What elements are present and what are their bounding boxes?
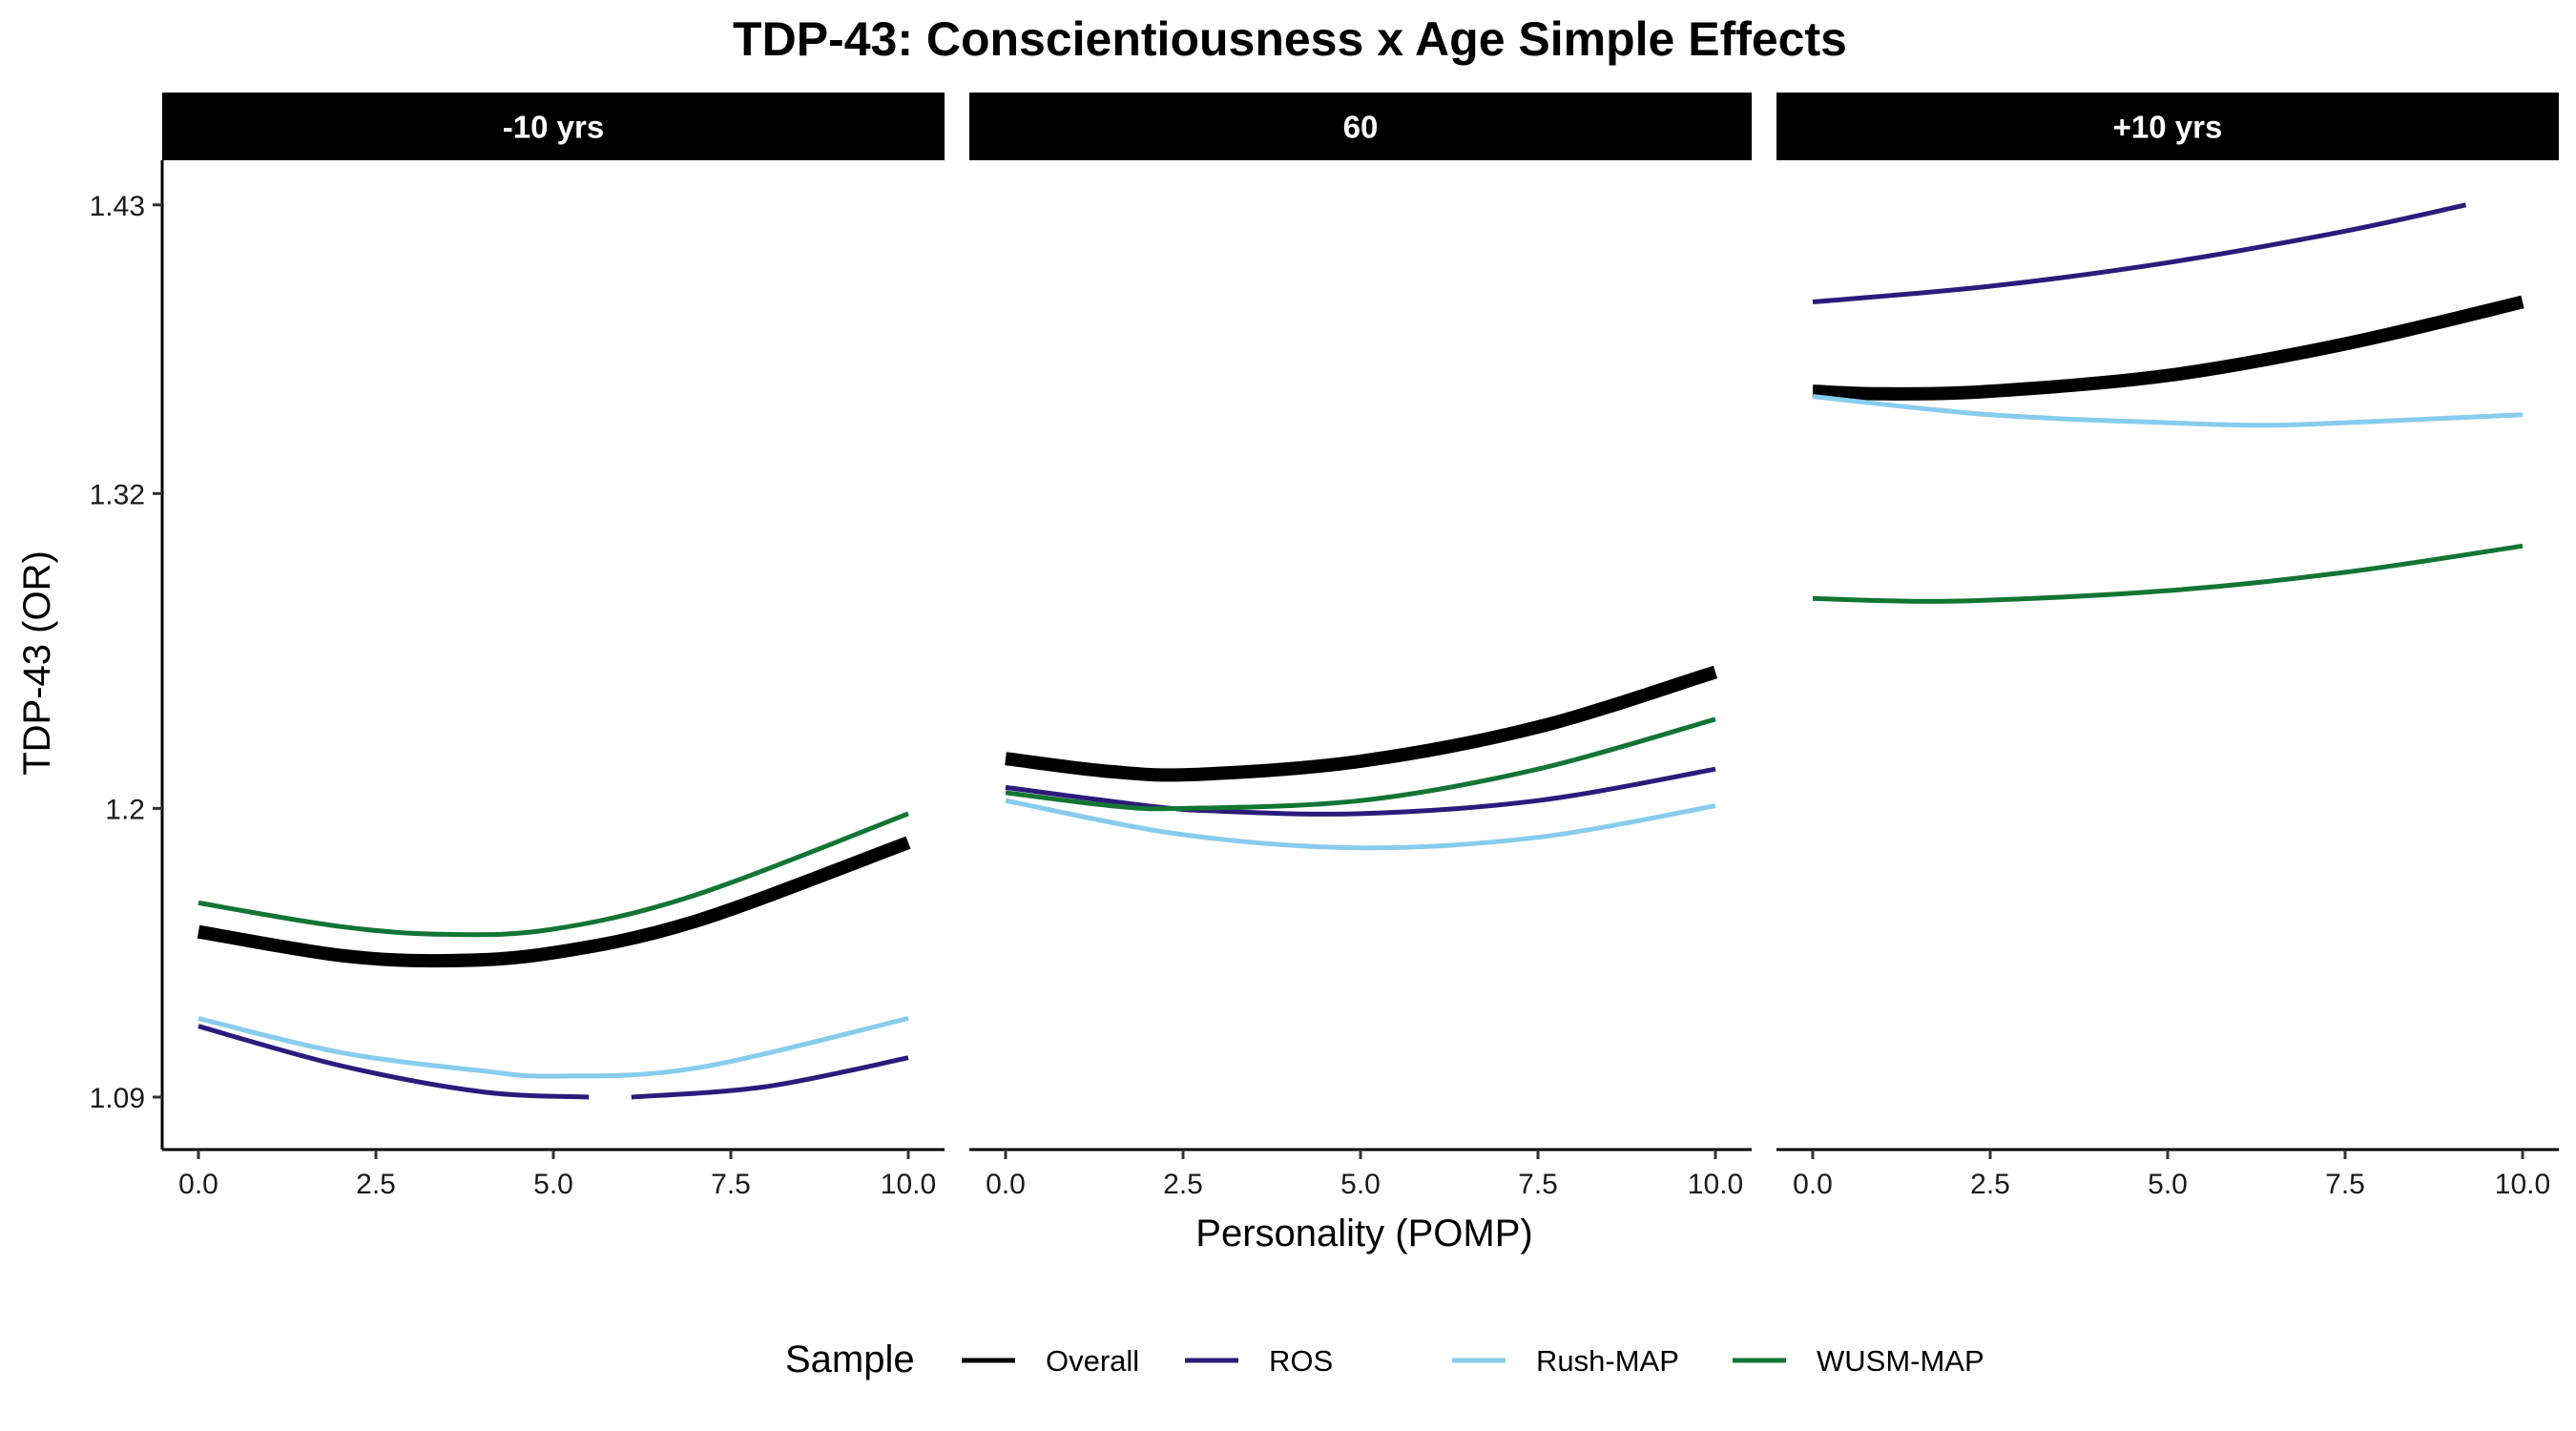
legend-item-overall: Overall — [962, 1344, 1139, 1378]
facet-strip-label: -10 yrs — [503, 110, 604, 145]
x-tick-label: 7.5 — [1518, 1169, 1558, 1200]
series-line-overall — [1812, 295, 2524, 401]
y-axis-title: TDP-43 (OR) — [16, 550, 58, 776]
series-line-overall — [1005, 665, 1718, 782]
legend: Sample Overall ROS Rush-MAP WUSM-MAP — [785, 1338, 1984, 1380]
x-tick-label: 2.5 — [1163, 1169, 1203, 1200]
series-line-ros — [1812, 202, 2467, 304]
series-line-ros — [1005, 766, 1716, 817]
x-tick-label: 5.0 — [533, 1169, 573, 1200]
legend-label-overall: Overall — [1046, 1344, 1139, 1378]
y-tick-label: 1.2 — [105, 794, 145, 825]
legend-title: Sample — [785, 1338, 915, 1380]
facet-strip — [1776, 93, 2559, 160]
x-tick-label: 7.5 — [2325, 1169, 2365, 1200]
x-tick-label: 10.0 — [881, 1169, 936, 1200]
legend-item-wusm-map: WUSM-MAP — [1733, 1344, 1984, 1378]
facet-strip-label: 60 — [1343, 110, 1379, 145]
series-line-ros — [197, 1024, 590, 1100]
x-tick-label: 2.5 — [356, 1169, 396, 1200]
legend-label-ros: ROS — [1269, 1344, 1333, 1378]
x-tick-label: 10.0 — [1688, 1169, 1743, 1200]
y-axis: 1.09 1.2 1.32 1.43 — [90, 160, 164, 1150]
facet-strip-label: +10 yrs — [2113, 110, 2223, 145]
legend-items: Overall ROS Rush-MAP WUSM-MAP — [962, 1344, 1984, 1378]
facet-panel-3: +10 yrs 0.0 2.5 5.0 7.5 10.0 — [1776, 93, 2559, 1200]
x-tick-label: 0.0 — [178, 1169, 218, 1200]
series-line-rush-map — [1005, 798, 1716, 851]
x-tick-label: 5.0 — [1340, 1169, 1381, 1200]
y-tick-label: 1.09 — [90, 1083, 145, 1114]
y-tick-label: 1.43 — [90, 191, 145, 222]
series-line-wusm-map — [1005, 716, 1716, 812]
x-tick-label: 0.0 — [1793, 1169, 1833, 1200]
chart-title: TDP-43: Conscientiousness x Age Simple E… — [733, 12, 1847, 66]
facet-panels: -10 yrs 0.0 2.5 5.0 7.5 10.0 60 0.0 2.5 5.0 7.5 10.… — [162, 93, 2559, 1200]
legend-item-rush-map: Rush-MAP — [1452, 1344, 1679, 1378]
x-tick-label: 5.0 — [2148, 1169, 2188, 1200]
facet-panel-2: 60 0.0 2.5 5.0 7.5 10.0 — [969, 93, 1752, 1200]
series-line-overall — [197, 836, 911, 968]
x-tick-label: 7.5 — [711, 1169, 751, 1200]
legend-label-rush-map: Rush-MAP — [1536, 1344, 1679, 1378]
x-axis-title: Personality (POMP) — [1195, 1213, 1532, 1255]
facet-strip — [969, 93, 1752, 160]
series-line-ros — [631, 1055, 909, 1100]
legend-item-ros: ROS — [1185, 1344, 1333, 1378]
series-line-rush-map — [197, 1016, 909, 1079]
facet-panel-1: -10 yrs 0.0 2.5 5.0 7.5 10.0 — [162, 93, 945, 1200]
x-tick-label: 10.0 — [2495, 1169, 2550, 1200]
facet-strip — [162, 93, 945, 160]
series-line-rush-map — [1812, 394, 2524, 428]
x-tick-label: 0.0 — [986, 1169, 1026, 1200]
x-tick-label: 2.5 — [1970, 1169, 2010, 1200]
series-line-wusm-map — [1812, 543, 2524, 604]
series-line-wusm-map — [197, 811, 909, 938]
legend-label-wusm-map: WUSM-MAP — [1817, 1344, 1984, 1378]
y-tick-label: 1.32 — [90, 479, 145, 510]
